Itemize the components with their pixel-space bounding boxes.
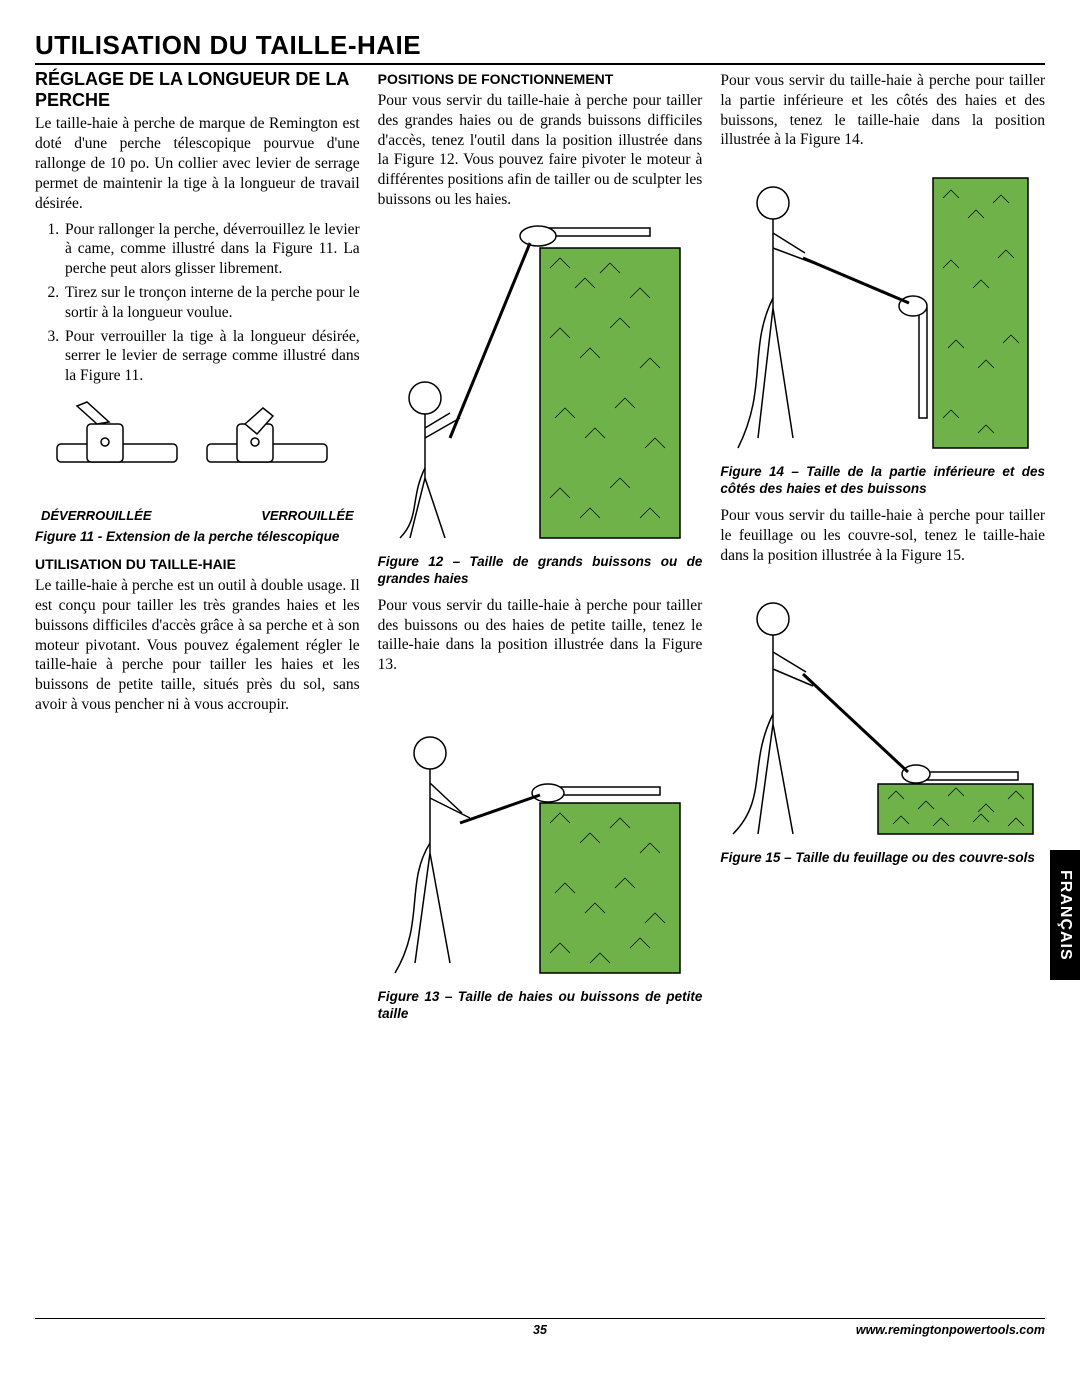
column-1: RÉGLAGE DE LA LONGUEUR DE LA PERCHE Le t… bbox=[35, 69, 360, 1031]
column-2: POSITIONS DE FONCTIONNEMENT Pour vous se… bbox=[378, 69, 703, 1031]
col1-heading: RÉGLAGE DE LA LONGUEUR DE LA PERCHE bbox=[35, 69, 360, 110]
label-unlocked: DÉVERROUILLÉE bbox=[41, 508, 152, 523]
col2-p1: Pour vous servir du taille-haie à perche… bbox=[378, 91, 703, 210]
figure-14-caption: Figure 14 – Taille de la partie inférieu… bbox=[720, 464, 1045, 498]
figure-13-illustration bbox=[378, 683, 703, 983]
col3-p1: Pour vous servir du taille-haie à perche… bbox=[720, 71, 1045, 150]
col1-subheading: UTILISATION DU TAILLE-HAIE bbox=[35, 556, 360, 572]
label-locked: VERROUILLÉE bbox=[261, 508, 353, 523]
col1-usage-text: Le taille-haie à perche est un outil à d… bbox=[35, 576, 360, 715]
lock-labels: DÉVERROUILLÉE VERROUILLÉE bbox=[35, 508, 360, 523]
figure-14-illustration bbox=[720, 158, 1045, 458]
footer-url: www.remingtonpowertools.com bbox=[856, 1323, 1045, 1337]
col2-heading: POSITIONS DE FONCTIONNEMENT bbox=[378, 71, 703, 87]
step-3: Pour verrouiller la tige à la longueur d… bbox=[63, 327, 360, 386]
figure-15-illustration bbox=[720, 574, 1045, 844]
column-3: Pour vous servir du taille-haie à perche… bbox=[720, 69, 1045, 1031]
col2-p2: Pour vous servir du taille-haie à perche… bbox=[378, 596, 703, 675]
col1-steps: Pour rallonger la perche, déverrouillez … bbox=[35, 220, 360, 387]
figure-11-caption: Figure 11 - Extension de la perche téles… bbox=[35, 529, 360, 546]
content-columns: RÉGLAGE DE LA LONGUEUR DE LA PERCHE Le t… bbox=[35, 69, 1045, 1031]
col3-p2: Pour vous servir du taille-haie à perche… bbox=[720, 506, 1045, 565]
figure-12-caption: Figure 12 – Taille de grands buissons ou… bbox=[378, 554, 703, 588]
col1-intro: Le taille-haie à perche de marque de Rem… bbox=[35, 114, 360, 213]
footer-page-number: 35 bbox=[533, 1323, 547, 1337]
step-1: Pour rallonger la perche, déverrouillez … bbox=[63, 220, 360, 279]
figure-11-illustration bbox=[35, 394, 360, 504]
figure-12-illustration bbox=[378, 218, 703, 548]
page-footer: 35 www.remingtonpowertools.com bbox=[35, 1318, 1045, 1337]
step-2: Tirez sur le tronçon interne de la perch… bbox=[63, 283, 360, 323]
figure-13-caption: Figure 13 – Taille de haies ou buissons … bbox=[378, 989, 703, 1023]
section-title: UTILISATION DU TAILLE-HAIE bbox=[35, 30, 1045, 65]
language-tab: FRANÇAIS bbox=[1050, 850, 1080, 980]
figure-15-caption: Figure 15 – Taille du feuillage ou des c… bbox=[720, 850, 1045, 867]
